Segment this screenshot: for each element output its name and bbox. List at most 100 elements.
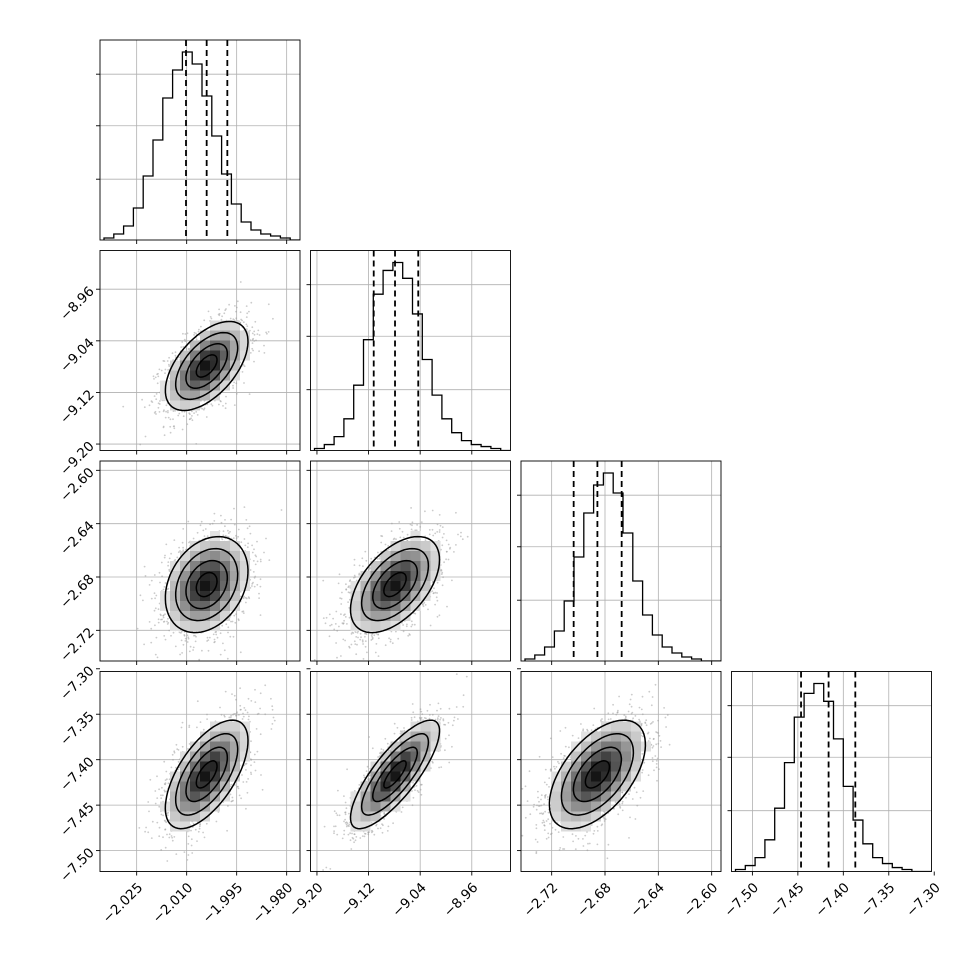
density-bin xyxy=(220,320,230,331)
scatter-point xyxy=(384,543,387,546)
scatter-point xyxy=(368,568,371,571)
scatter-point xyxy=(337,582,340,585)
scatter-point xyxy=(222,642,224,645)
scatter-point xyxy=(422,605,425,608)
scatter-point xyxy=(438,614,441,617)
scatter-point xyxy=(158,571,161,574)
scatter-point xyxy=(192,537,195,540)
scatter-point xyxy=(208,636,211,639)
density-bin xyxy=(190,390,200,401)
scatter-point xyxy=(410,507,412,509)
scatter-point xyxy=(164,368,167,371)
density-bin xyxy=(210,621,220,631)
scatter-point xyxy=(181,341,184,343)
scatter-point xyxy=(364,635,366,638)
contour-0 xyxy=(195,571,218,598)
scatter-point xyxy=(168,365,171,367)
scatter-point xyxy=(391,642,394,645)
scatter-point xyxy=(158,368,161,371)
scatter-point xyxy=(167,617,169,620)
scatter-point xyxy=(243,382,245,384)
scatter-point xyxy=(195,443,198,445)
density-bin xyxy=(180,591,190,601)
scatter-point xyxy=(347,601,349,603)
scatter-point xyxy=(243,506,246,508)
scatter-point xyxy=(459,535,462,538)
contour-3 xyxy=(164,535,249,634)
scatter-point xyxy=(259,585,262,588)
density-bin xyxy=(190,611,200,621)
scatter-point xyxy=(230,518,233,521)
scatter-point xyxy=(280,509,283,511)
scatter-point xyxy=(348,607,351,609)
scatter-point xyxy=(253,333,256,336)
panel-content xyxy=(100,461,300,661)
scatter-point xyxy=(143,565,146,568)
contour-1 xyxy=(185,559,229,610)
scatter-point xyxy=(209,316,212,318)
scatter-point xyxy=(189,413,191,416)
scatter-point xyxy=(196,531,199,534)
scatter-point xyxy=(182,528,185,530)
scatter-point xyxy=(234,621,237,624)
density-bin xyxy=(210,380,220,391)
density-bin xyxy=(170,621,180,631)
scatter-point xyxy=(219,632,222,635)
scatter-point xyxy=(434,603,436,606)
scatter-point xyxy=(159,400,161,402)
scatter-point xyxy=(243,365,246,368)
scatter-point xyxy=(409,523,412,526)
density-bin xyxy=(200,350,210,361)
density-bin xyxy=(190,340,200,351)
scatter-point xyxy=(251,585,253,587)
scatter-point xyxy=(248,310,250,313)
scatter-point xyxy=(239,595,242,598)
scatter-point xyxy=(436,523,439,526)
scatter-point xyxy=(204,528,207,530)
scatter-point xyxy=(466,535,469,538)
scatter-point xyxy=(251,544,254,547)
scatter-point xyxy=(164,372,166,375)
scatter-point xyxy=(164,416,167,419)
scatter-point xyxy=(356,643,358,646)
scatter-point xyxy=(263,551,265,554)
scatter-point xyxy=(163,620,166,623)
scatter-point xyxy=(160,614,162,617)
scatter-point xyxy=(154,624,156,627)
density-bin xyxy=(170,390,180,401)
scatter-point xyxy=(156,382,159,385)
scatter-point xyxy=(218,403,220,406)
scatter-point xyxy=(370,634,373,636)
scatter-point xyxy=(224,402,227,405)
scatter-point xyxy=(245,597,248,600)
scatter-point xyxy=(228,303,231,306)
scatter-point xyxy=(156,656,159,659)
scatter-point xyxy=(237,528,240,531)
scatter-point xyxy=(187,636,190,639)
scatter-point xyxy=(438,531,441,533)
density-bin xyxy=(220,380,230,391)
density-bin xyxy=(160,390,170,401)
panel-content xyxy=(310,250,511,451)
scatter-point xyxy=(364,645,367,648)
scatter-point xyxy=(195,635,197,638)
scatter-point xyxy=(152,375,155,378)
scatter-point xyxy=(355,653,358,656)
scatter-point xyxy=(186,332,189,335)
scatter-point xyxy=(423,601,426,604)
scatter-point xyxy=(211,522,214,525)
scatter-point xyxy=(161,575,164,578)
scatter-point xyxy=(239,281,242,283)
scatter-point xyxy=(224,534,227,537)
scatter-point xyxy=(419,526,422,528)
density-bin xyxy=(180,621,190,631)
scatter-point xyxy=(183,338,186,341)
scatter-point xyxy=(207,310,210,313)
scatter-point xyxy=(265,537,267,540)
scatter-point xyxy=(150,400,153,403)
scatter-point xyxy=(358,564,361,567)
scatter-point xyxy=(246,325,249,328)
scatter-point xyxy=(224,525,226,528)
scatter-point xyxy=(223,312,226,315)
scatter-point xyxy=(183,634,186,636)
